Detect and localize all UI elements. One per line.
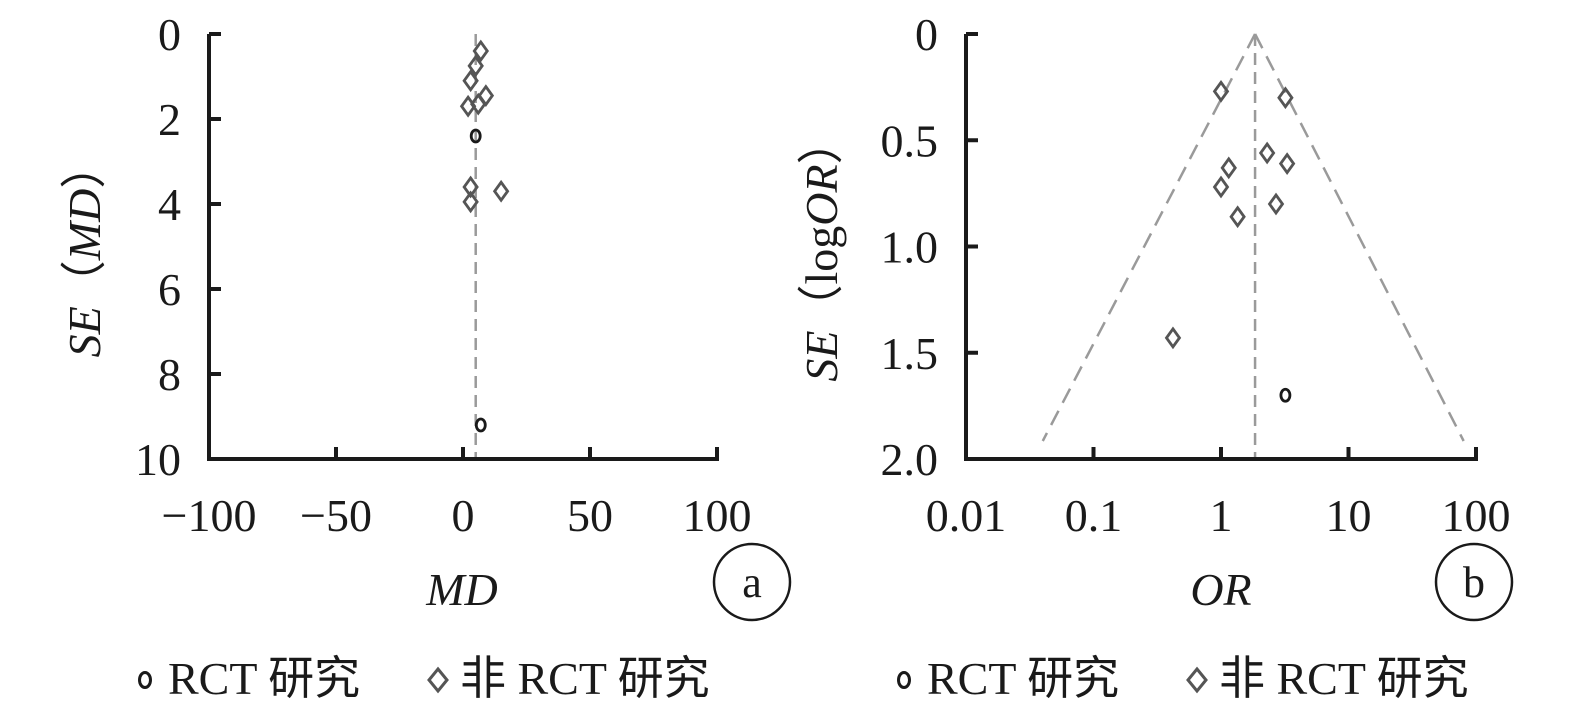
panel-a-legend: RCT 研究 非 RCT 研究 [138, 653, 710, 704]
legend-a-rct-label: RCT 研究 [168, 653, 360, 704]
panel-b-points [1164, 79, 1296, 403]
panel-a-non-rct-point [462, 190, 479, 214]
legend-b-rct-label: RCT 研究 [927, 653, 1119, 704]
panel-b-non-rct-point [1212, 79, 1230, 103]
panel-a-tick-labels: −100 −50 0 50 100 0 2 4 6 8 10 [135, 9, 752, 541]
panel-b-y-tick-label: 0 [915, 9, 938, 60]
panel-a-rct-point [469, 128, 482, 144]
panel-b-x-tick-label: 10 [1326, 490, 1372, 541]
panel-b-funnel-left-line [1041, 33, 1257, 442]
legend-a-non-rct-label: 非 RCT 研究 [460, 653, 710, 704]
legend-b-rct-marker [897, 671, 911, 689]
panel-b-y-label-paren-open: （ [796, 285, 847, 331]
panel-b-y-tick-label: 1.0 [881, 222, 939, 273]
panel-b-x-axis-label: OR [1190, 564, 1251, 615]
panel-a-y-tick-label: 0 [158, 9, 181, 60]
panel-b-non-rct-point [1277, 86, 1294, 110]
panel-a-y-tick-label: 4 [158, 179, 181, 230]
panel-b-legend: RCT 研究 非 RCT 研究 [897, 653, 1469, 704]
panel-a-badge-circle [712, 542, 792, 622]
panel-a-x-tick-label: 100 [683, 490, 752, 541]
panel-a-x-tick-label: −50 [300, 490, 372, 541]
panel-a-non-rct-point [462, 175, 479, 199]
panel-a-y-tick-label: 6 [158, 264, 181, 315]
legend-a-non-rct-marker [427, 666, 449, 694]
panel-b-x-tick-label: 100 [1442, 490, 1511, 541]
panel-b-non-rct-point [1229, 205, 1246, 229]
panel-a-y-label-paren-open: （ [59, 260, 110, 306]
panel-b-badge-label: b [1463, 558, 1485, 607]
panel-a-non-rct-point [477, 84, 495, 108]
panel-b-y-label-log: log [796, 226, 847, 285]
panel-a-y-tick-label: 2 [158, 94, 181, 145]
panel-a-non-rct-point [472, 39, 490, 63]
panel-a-non-rct-point [470, 92, 487, 116]
panel-a-non-rct-point [462, 69, 479, 93]
legend-b-non-rct-label: 非 RCT 研究 [1219, 653, 1469, 704]
panel-a-y-tick-label: 8 [158, 349, 181, 400]
panel-a-rct-point [474, 417, 487, 433]
panel-a-y-label-paren-close: ） [59, 143, 110, 189]
panel-a-y-label-prefix: SE [59, 306, 110, 357]
panel-b-y-label-paren-close: ） [796, 118, 847, 164]
panel-b-y-tick-label: 2.0 [881, 434, 939, 485]
panel-b-non-rct-point [1258, 141, 1276, 165]
panel-a-y-label-inner: MD [59, 189, 110, 262]
panel-b-tick-labels: 0.01 0.1 1 10 100 0 0.5 1.0 1.5 2.0 [881, 9, 1511, 541]
panel-a-badge-label: a [742, 558, 762, 607]
panel-b-non-rct-point [1164, 326, 1182, 350]
panel-b-non-rct-point [1278, 152, 1296, 176]
panel-a-x-tick-label: −100 [162, 490, 257, 541]
panel-a-y-axis-label: SE（MD） [59, 143, 110, 358]
panel-b-y-tick-label: 1.5 [881, 328, 939, 379]
panel-a-non-rct-point [492, 179, 510, 203]
panel-b-funnel-right-line [1253, 33, 1465, 442]
panel-b-badge: b [1434, 542, 1514, 622]
panel-a-axes [207, 32, 719, 461]
panel-a-x-axis-label: MD [425, 564, 498, 615]
panel-a-x-tick-label: 0 [452, 490, 475, 541]
panel-a-x-tick-label: 50 [567, 490, 613, 541]
panel-a-non-rct-point [467, 54, 484, 78]
panel-b-badge-circle [1434, 542, 1514, 622]
panel-b-non-rct-point [1220, 156, 1237, 180]
panel-b-y-axis-label: SE（logOR） [796, 118, 847, 381]
panel-b-x-tick-label: 0.01 [926, 490, 1007, 541]
panel-b-guide-lines [1041, 33, 1465, 459]
panel-b-y-tick-label: 0.5 [881, 115, 939, 166]
panel-a-badge: a [712, 542, 792, 622]
panel-b-y-label-inner: OR [796, 164, 847, 225]
panel-b-non-rct-point [1267, 192, 1285, 216]
panel-b-x-tick-label: 0.1 [1065, 490, 1123, 541]
panel-a-points [459, 39, 510, 433]
panel-a-y-tick-label: 10 [135, 434, 181, 485]
panel-b-x-tick-label: 1 [1210, 490, 1233, 541]
panel-b-axes [964, 32, 1478, 461]
legend-b-non-rct-marker [1186, 666, 1208, 694]
panel-b-y-label-prefix: SE [796, 331, 847, 382]
panel-b-non-rct-point [1212, 175, 1230, 199]
legend-a-rct-marker [138, 671, 152, 689]
panel-b-rct-point [1279, 387, 1292, 403]
